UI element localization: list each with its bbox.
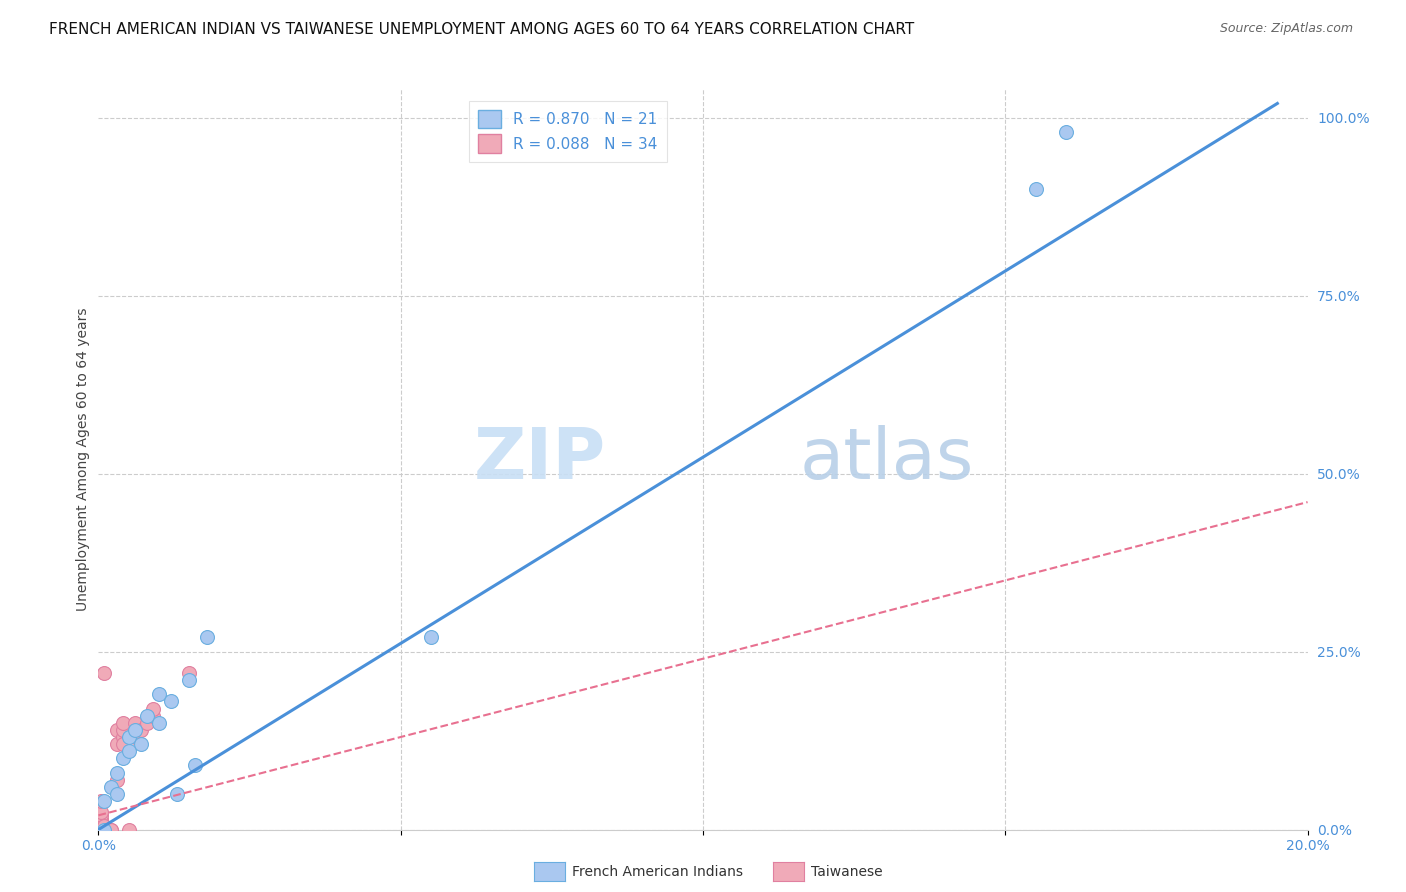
Point	[135, 715, 157, 730]
Point	[100, 822, 122, 837]
Point	[90, 805, 112, 819]
Point	[179, 665, 201, 680]
Point	[166, 787, 188, 801]
Point	[195, 631, 218, 645]
Point	[90, 822, 112, 837]
Text: French American Indians: French American Indians	[572, 865, 744, 880]
Point	[90, 822, 112, 837]
Point	[93, 822, 115, 837]
Point	[148, 687, 170, 701]
Point	[124, 723, 146, 737]
Point	[90, 822, 112, 837]
Point	[111, 723, 134, 737]
Point	[90, 815, 112, 830]
Point	[105, 772, 128, 787]
Text: ZIP: ZIP	[474, 425, 606, 494]
Point	[142, 701, 165, 715]
Point	[184, 758, 207, 772]
Point	[100, 780, 122, 794]
Point	[105, 737, 128, 751]
Text: Source: ZipAtlas.com: Source: ZipAtlas.com	[1219, 22, 1353, 36]
Point	[105, 787, 128, 801]
Point	[124, 715, 146, 730]
Point	[118, 730, 141, 744]
Point	[90, 822, 112, 837]
Legend: R = 0.870   N = 21, R = 0.088   N = 34: R = 0.870 N = 21, R = 0.088 N = 34	[468, 101, 666, 162]
Point	[118, 744, 141, 758]
Text: FRENCH AMERICAN INDIAN VS TAIWANESE UNEMPLOYMENT AMONG AGES 60 TO 64 YEARS CORRE: FRENCH AMERICAN INDIAN VS TAIWANESE UNEM…	[49, 22, 914, 37]
Point	[90, 822, 112, 837]
Point	[90, 812, 112, 826]
Point	[90, 822, 112, 837]
Point	[179, 673, 201, 687]
Point	[111, 715, 134, 730]
Point	[105, 765, 128, 780]
Point	[129, 737, 152, 751]
Point	[111, 730, 134, 744]
Point	[90, 815, 112, 830]
Point	[93, 822, 115, 837]
Point	[420, 631, 443, 645]
Point	[111, 737, 134, 751]
Point	[124, 730, 146, 744]
Point	[90, 819, 112, 833]
Point	[1024, 182, 1046, 196]
Point	[118, 822, 141, 837]
Point	[100, 822, 122, 837]
Text: Taiwanese: Taiwanese	[811, 865, 883, 880]
Point	[90, 822, 112, 837]
Point	[135, 708, 157, 723]
Point	[90, 794, 112, 808]
Text: atlas: atlas	[800, 425, 974, 494]
Point	[1054, 125, 1077, 139]
Y-axis label: Unemployment Among Ages 60 to 64 years: Unemployment Among Ages 60 to 64 years	[76, 308, 90, 611]
Point	[93, 794, 115, 808]
Point	[148, 715, 170, 730]
Point	[93, 665, 115, 680]
Point	[90, 808, 112, 822]
Point	[142, 708, 165, 723]
Point	[105, 723, 128, 737]
Point	[129, 723, 152, 737]
Point	[93, 819, 115, 833]
Point	[111, 751, 134, 765]
Point	[160, 694, 183, 708]
